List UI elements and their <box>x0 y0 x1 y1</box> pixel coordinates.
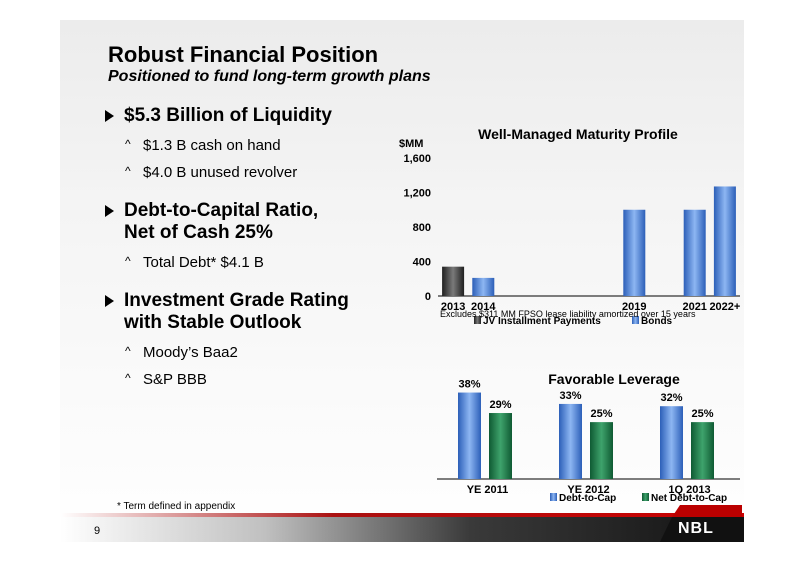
legend-label: Debt-to-Cap <box>559 493 616 504</box>
sub-bullet-revolver: ^ $4.0 B unused revolver <box>105 164 405 181</box>
x-tick-label: 2013 <box>441 301 465 313</box>
legend-swatch-jv <box>474 316 481 324</box>
bar-net-debt-to-cap <box>590 422 613 479</box>
x-tick-label: 2022+ <box>709 301 740 313</box>
legend-swatch-debt-to-cap <box>550 493 557 501</box>
x-tick-label: 2014 <box>471 301 496 313</box>
bullet-triangle-icon <box>105 205 114 217</box>
bar-net-debt-to-cap <box>691 422 714 479</box>
x-tick-label: 2019 <box>622 301 646 313</box>
y-tick-label: 0 <box>425 291 431 303</box>
chevron-up-icon: ^ <box>125 344 131 358</box>
logo-text: NBL <box>678 520 714 537</box>
data-label: 25% <box>590 408 612 420</box>
slide: Robust Financial Position Positioned to … <box>60 20 744 542</box>
bar-bonds <box>683 209 706 296</box>
data-label: 25% <box>691 408 713 420</box>
data-label: 38% <box>458 379 480 391</box>
bar-bonds <box>472 277 495 296</box>
slide-subtitle: Positioned to fund long-term growth plan… <box>108 68 431 85</box>
y-tick-label: 1,600 <box>403 153 431 165</box>
legend-swatch-bonds <box>632 316 639 324</box>
chart-title: Favorable Leverage <box>548 371 680 387</box>
legend-label: Net Debt-to-Cap <box>651 493 727 504</box>
sub-bullet-text: $1.3 B cash on hand <box>143 137 281 154</box>
bar-debt-to-cap <box>458 392 481 479</box>
legend-swatch-net-debt-to-cap <box>642 493 649 501</box>
x-tick-label: 2021 <box>682 301 706 313</box>
chevron-up-icon: ^ <box>125 371 131 385</box>
sub-bullet-text: Total Debt* $4.1 B <box>143 254 264 271</box>
sub-bullet-total-debt: ^ Total Debt* $4.1 B <box>105 254 405 271</box>
bar-net-debt-to-cap <box>489 413 512 479</box>
footer-bar <box>60 517 744 542</box>
bullet-text-line2: Net of Cash 25% <box>124 222 273 243</box>
chevron-up-icon: ^ <box>125 254 131 268</box>
bullet-text-line1: Investment Grade Rating <box>124 290 349 311</box>
bar-debt-to-cap <box>559 403 582 479</box>
legend-label: Bonds <box>641 316 673 327</box>
sub-bullet-text: Moody’s Baa2 <box>143 344 238 361</box>
chevron-up-icon: ^ <box>125 164 131 178</box>
bullet-text-line1: Debt-to-Capital Ratio, <box>124 200 319 221</box>
y-tick-label: 800 <box>413 222 431 234</box>
chevron-up-icon: ^ <box>125 137 131 151</box>
y-axis-label: $MM <box>399 138 423 150</box>
sub-bullet-text: S&P BBB <box>143 371 207 388</box>
data-label: 32% <box>660 392 682 404</box>
bullet-triangle-icon <box>105 295 114 307</box>
y-tick-label: 400 <box>413 257 431 269</box>
y-tick-label: 1,200 <box>403 188 431 200</box>
x-tick-label: YE 2011 <box>467 484 509 496</box>
bullet-liquidity: $5.3 Billion of Liquidity <box>105 105 405 127</box>
data-label: 29% <box>489 399 511 411</box>
legend-label: JV Installment Payments <box>483 316 601 327</box>
maturity-profile-chart: Well-Managed Maturity Profile $MM 0 400 800 1… <box>399 126 740 327</box>
sub-bullet-text: $4.0 B unused revolver <box>143 164 298 181</box>
nbl-logo <box>660 505 742 542</box>
sub-bullet-cash: ^ $1.3 B cash on hand <box>105 137 405 154</box>
bar-debt-to-cap <box>660 406 683 479</box>
footnote: * Term defined in appendix <box>117 501 236 512</box>
bar-jv-installment-payments <box>442 266 465 296</box>
bullet-text: $5.3 Billion of Liquidity <box>124 105 332 126</box>
footer-red-stripe <box>60 513 744 517</box>
x-tick-label: YE 2012 <box>567 484 609 496</box>
sub-bullet-sp: ^ S&P BBB <box>105 371 405 388</box>
maturity-note: Excludes $311 MM FPSO lease liability am… <box>440 309 696 319</box>
leverage-chart: Favorable Leverage 38% 29% YE 2011 33% 25% YE … <box>437 371 740 504</box>
sub-bullet-moodys: ^ Moody’s Baa2 <box>105 344 405 361</box>
bar-bonds <box>713 186 736 296</box>
data-label: 33% <box>559 390 581 402</box>
bar-bonds <box>623 209 646 296</box>
chart-title: Well-Managed Maturity Profile <box>478 126 678 142</box>
x-tick-label: 1Q 2013 <box>668 484 710 496</box>
bullet-text-line2: with Stable Outlook <box>124 312 302 333</box>
slide-title: Robust Financial Position <box>108 42 379 67</box>
bullet-investment-grade: Investment Grade Rating with Stable Outl… <box>105 290 405 334</box>
page-number: 9 <box>94 525 101 537</box>
bullet-triangle-icon <box>105 110 114 122</box>
bullet-debt-to-capital: Debt-to-Capital Ratio, Net of Cash 25% <box>105 200 405 244</box>
bullet-list: $5.3 Billion of Liquidity ^ $1.3 B cash … <box>105 105 405 388</box>
